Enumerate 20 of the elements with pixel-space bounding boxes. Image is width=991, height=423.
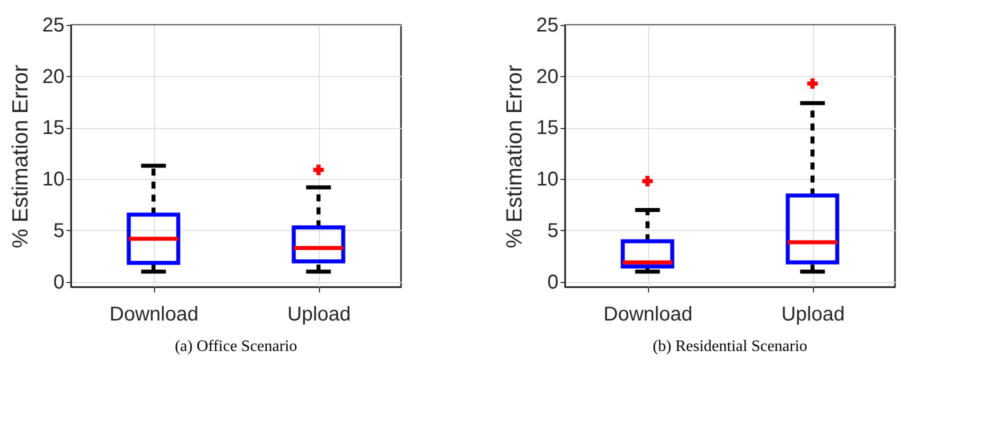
y-tick-label: 10 bbox=[536, 168, 558, 191]
y-tick-label: 0 bbox=[547, 271, 558, 294]
x-tick-label: Download bbox=[110, 304, 198, 326]
y-axis-title: % Estimation Error bbox=[501, 64, 526, 248]
y-tick-label: 20 bbox=[536, 66, 558, 88]
y-tick-label: 25 bbox=[536, 14, 558, 36]
x-tick-label: Upload bbox=[287, 304, 351, 326]
y-tick-label: 25 bbox=[42, 14, 64, 36]
x-tick-label: Download bbox=[604, 304, 692, 326]
y-tick-label: 20 bbox=[42, 66, 64, 88]
y-tick-label: 5 bbox=[53, 220, 64, 242]
y-axis-title: % Estimation Error bbox=[7, 64, 32, 248]
y-tick-label: 15 bbox=[42, 117, 64, 140]
x-tick-label: Upload bbox=[781, 304, 845, 326]
y-tick-label: 0 bbox=[53, 271, 64, 294]
text: (b) Residential Scenario bbox=[652, 338, 808, 355]
text: (a) Office Scenario bbox=[174, 338, 298, 355]
y-tick-label: 15 bbox=[536, 117, 558, 140]
y-tick-label: 10 bbox=[42, 168, 64, 191]
y-tick-label: 5 bbox=[547, 220, 558, 242]
